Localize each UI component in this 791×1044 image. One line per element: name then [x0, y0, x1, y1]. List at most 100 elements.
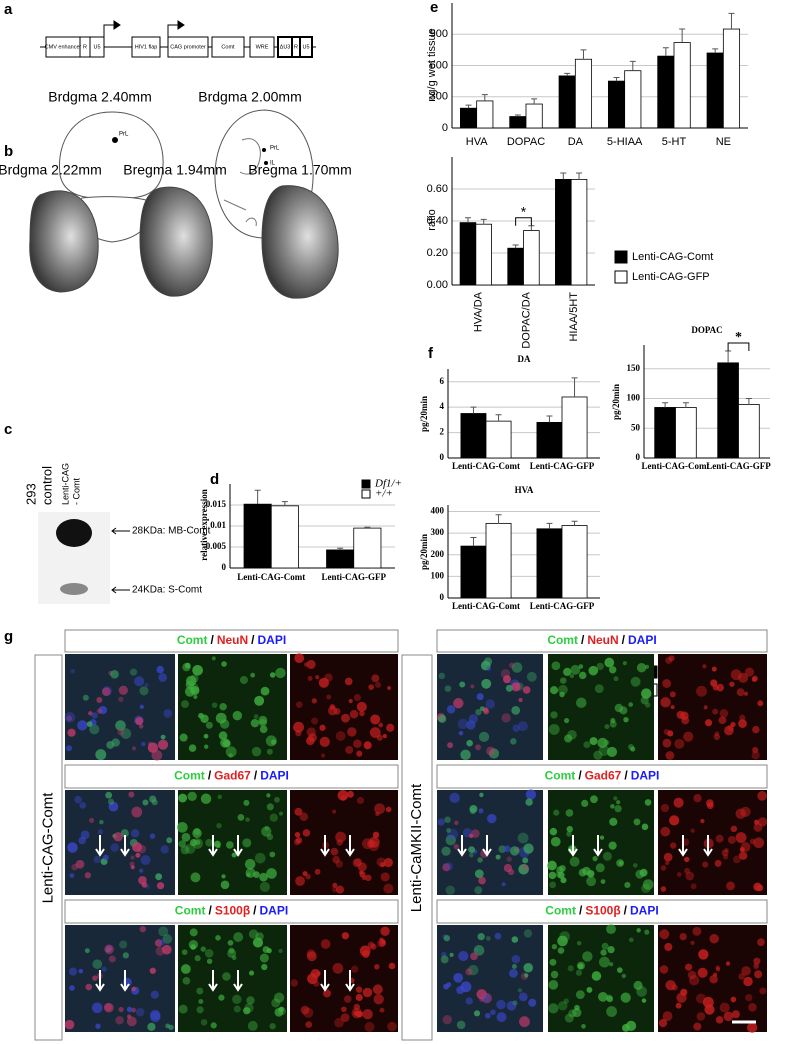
cell	[154, 939, 163, 947]
y-tick-label: 0	[222, 562, 227, 572]
cell	[158, 926, 169, 937]
cell	[266, 833, 274, 841]
cell	[715, 834, 724, 843]
cell	[385, 806, 392, 813]
cell	[624, 881, 631, 889]
cell	[628, 744, 634, 750]
cell	[89, 724, 100, 735]
cell	[675, 1002, 682, 1009]
cell	[481, 992, 492, 1004]
cell	[747, 1022, 758, 1033]
cell	[609, 666, 617, 674]
y-axis-label: ng/g wet tissue	[426, 28, 438, 101]
cell	[740, 842, 751, 852]
cell	[185, 675, 197, 687]
construct-label: R	[83, 44, 87, 50]
cell	[490, 1009, 496, 1016]
cell	[69, 985, 75, 991]
cell	[479, 996, 485, 1002]
cell	[132, 842, 143, 853]
row-header-box	[436, 629, 768, 653]
cell	[178, 793, 188, 803]
promoter-arrow	[103, 24, 118, 37]
cell	[64, 711, 76, 723]
cell	[380, 926, 390, 937]
cell	[250, 718, 260, 728]
cell	[558, 684, 568, 695]
cell	[558, 1001, 568, 1011]
row-header: Comt / NeuN / DAPI	[547, 633, 656, 647]
cell	[623, 716, 629, 723]
cell	[719, 709, 729, 718]
cell	[156, 882, 165, 890]
cell	[368, 841, 379, 852]
cell	[447, 742, 454, 749]
row-header-box	[64, 899, 399, 924]
cell	[559, 691, 565, 698]
y-tick-label: 150	[627, 363, 641, 373]
cell	[178, 1004, 188, 1014]
cell	[120, 728, 132, 739]
cell	[481, 678, 492, 689]
cell	[522, 686, 531, 694]
cell	[458, 730, 464, 736]
cell	[155, 873, 163, 881]
cell	[715, 965, 720, 971]
panel-letter: g	[4, 628, 13, 645]
cell	[578, 671, 587, 680]
cell	[374, 803, 385, 815]
cell	[128, 791, 135, 798]
cell	[524, 973, 529, 978]
error-bar	[364, 526, 371, 529]
cell	[273, 992, 285, 1003]
panel-letter: b	[4, 143, 13, 160]
cell	[74, 795, 82, 804]
cell	[218, 731, 228, 740]
y-tick-label: 100	[431, 570, 445, 580]
cell	[753, 957, 761, 965]
cells	[660, 655, 764, 760]
cell	[730, 825, 738, 833]
cell	[547, 860, 557, 871]
cell	[279, 811, 284, 816]
cell	[453, 843, 459, 850]
cell	[131, 746, 137, 751]
cell	[266, 868, 277, 879]
group-label-box	[34, 654, 63, 1041]
cell	[733, 855, 741, 864]
cell	[676, 992, 687, 1003]
error-bar	[254, 489, 261, 505]
cell	[102, 854, 109, 861]
cell	[636, 986, 647, 997]
cell	[548, 979, 559, 990]
cell	[557, 947, 565, 954]
cell	[356, 750, 363, 757]
cell	[563, 667, 572, 677]
bar	[525, 103, 543, 129]
row-header-part: Comt	[545, 904, 576, 918]
cell	[105, 791, 113, 799]
cell	[744, 667, 755, 677]
cell	[613, 796, 618, 801]
row-header-box	[64, 764, 399, 789]
cell	[161, 944, 172, 955]
error-bar	[682, 402, 689, 408]
x-tick-label: Lenti-CAG-Comt	[452, 601, 520, 611]
cell	[353, 693, 362, 702]
row-header-part: /	[253, 904, 257, 918]
error-bar	[629, 60, 636, 71]
legend-swatch	[614, 270, 628, 284]
cells	[660, 790, 768, 892]
cell	[500, 669, 511, 679]
cell	[247, 1020, 258, 1031]
cell	[180, 845, 190, 855]
construct-box	[211, 36, 245, 58]
cell	[713, 733, 721, 741]
cell	[227, 939, 234, 946]
arrow	[233, 970, 243, 992]
arrow	[457, 835, 467, 857]
cell	[597, 737, 608, 749]
cell	[181, 949, 188, 956]
cell	[344, 677, 353, 686]
cell	[596, 662, 604, 671]
